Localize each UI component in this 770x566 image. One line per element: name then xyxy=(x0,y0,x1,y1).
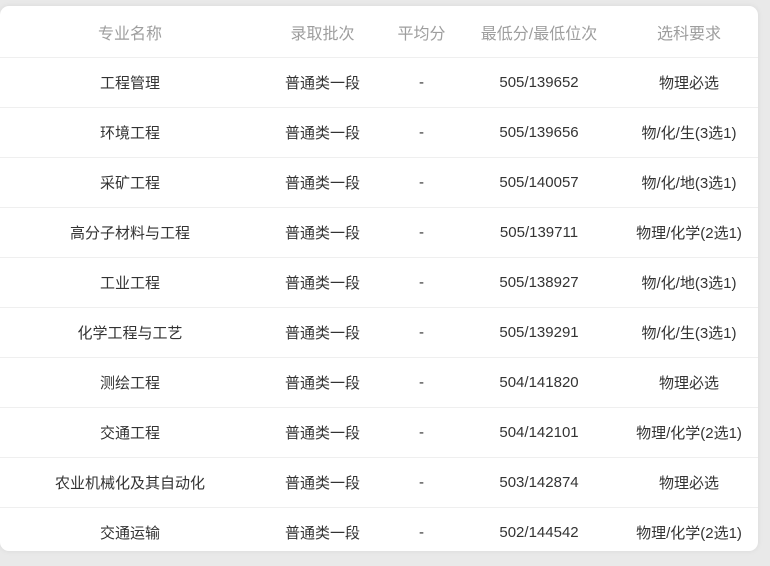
cell-min-score-rank: 505/140057 xyxy=(458,157,620,208)
table-row: 环境工程 普通类一段 - 505/139656 物/化/生(3选1) xyxy=(0,107,758,158)
cell-subject-requirement: 物/化/地(3选1) xyxy=(620,257,758,308)
table-row: 工业工程 普通类一段 - 505/138927 物/化/地(3选1) xyxy=(0,257,758,308)
cell-major: 工程管理 xyxy=(0,57,260,108)
cell-subject-requirement: 物/化/地(3选1) xyxy=(620,157,758,208)
cell-major: 交通运输 xyxy=(99,525,160,542)
cell-avg-score: - xyxy=(419,524,424,541)
cell-batch: 普通类一段 xyxy=(260,357,385,408)
cell-avg-score: - xyxy=(385,457,458,508)
cell-batch: 普通类一段 xyxy=(260,257,385,308)
cell-major: 高分子材料与工程 xyxy=(0,207,260,258)
cell-min-score-rank: 505/139652 xyxy=(458,57,620,108)
cell-batch: 普通类一段 xyxy=(284,525,360,542)
table-row: 测绘工程 普通类一段 - 504/141820 物理必选 xyxy=(0,357,758,408)
cell-major: 采矿工程 xyxy=(0,157,260,208)
admissions-table-card: 专业名称 录取批次 平均分 最低分/最低位次 选科要求 工程管理 普通类一段 -… xyxy=(0,6,758,551)
cell-major: 工业工程 xyxy=(0,257,260,308)
cell-subject-requirement: 物理必选 xyxy=(620,457,758,508)
admissions-table: 专业名称 录取批次 平均分 最低分/最低位次 选科要求 工程管理 普通类一段 -… xyxy=(0,6,758,551)
cell-batch: 普通类一段 xyxy=(260,457,385,508)
cell-avg-score: - xyxy=(385,257,458,308)
cell-batch: 普通类一段 xyxy=(260,307,385,358)
cell-avg-score: - xyxy=(385,207,458,258)
cell-batch: 普通类一段 xyxy=(260,407,385,458)
table-row: 化学工程与工艺 普通类一段 - 505/139291 物/化/生(3选1) xyxy=(0,307,758,358)
table-row: 工程管理 普通类一段 - 505/139652 物理必选 xyxy=(0,57,758,108)
cell-avg-score: - xyxy=(385,407,458,458)
cell-min-score-rank: 503/142874 xyxy=(458,457,620,508)
cell-subject-requirement: 物/化/生(3选1) xyxy=(620,307,758,358)
table-row: 农业机械化及其自动化 普通类一段 - 503/142874 物理必选 xyxy=(0,457,758,508)
header-row: 专业名称 录取批次 平均分 最低分/最低位次 选科要求 xyxy=(0,6,758,58)
cell-major: 交通工程 xyxy=(0,407,260,458)
cell-avg-score: - xyxy=(385,307,458,358)
cell-major: 环境工程 xyxy=(0,107,260,158)
table-row: 交通工程 普通类一段 - 504/142101 物理/化学(2选1) xyxy=(0,407,758,458)
table-row: 采矿工程 普通类一段 - 505/140057 物/化/地(3选1) xyxy=(0,157,758,208)
cell-avg-score: - xyxy=(385,157,458,208)
column-header-min-score-rank: 最低分/最低位次 xyxy=(458,6,620,58)
table-header: 专业名称 录取批次 平均分 最低分/最低位次 选科要求 xyxy=(0,6,758,58)
cell-subject-requirement: 物理/化学(2选1) xyxy=(620,407,758,458)
cell-subject-requirement: 物理必选 xyxy=(620,357,758,408)
cell-avg-score: - xyxy=(385,357,458,408)
cell-avg-score: - xyxy=(385,57,458,108)
cell-min-score-rank: 505/139711 xyxy=(458,207,620,258)
cell-subject-requirement: 物理/化学(2选1) xyxy=(620,207,758,258)
cell-min-score-rank: 504/141820 xyxy=(458,357,620,408)
cell-major: 测绘工程 xyxy=(0,357,260,408)
column-header-avg-score: 平均分 xyxy=(385,6,458,58)
table-row: 高分子材料与工程 普通类一段 - 505/139711 物理/化学(2选1) xyxy=(0,207,758,258)
cell-min-score-rank: 505/139656 xyxy=(458,107,620,158)
cell-subject-requirement: 物理/化学(2选1) xyxy=(636,525,742,542)
cell-major: 农业机械化及其自动化 xyxy=(0,457,260,508)
column-header-batch: 录取批次 xyxy=(260,6,385,58)
table-row: 交通运输 普通类一段 - 502/144542 物理/化学(2选1) xyxy=(0,508,758,552)
table-body: 工程管理 普通类一段 - 505/139652 物理必选 环境工程 普通类一段 … xyxy=(0,57,758,552)
cell-min-score-rank: 502/144542 xyxy=(499,524,579,541)
cell-subject-requirement: 物/化/生(3选1) xyxy=(620,107,758,158)
cell-avg-score: - xyxy=(385,107,458,158)
cell-batch: 普通类一段 xyxy=(260,57,385,108)
cell-batch: 普通类一段 xyxy=(260,107,385,158)
cell-subject-requirement: 物理必选 xyxy=(620,57,758,108)
cell-min-score-rank: 505/138927 xyxy=(458,257,620,308)
column-header-subject-requirement: 选科要求 xyxy=(620,6,758,58)
cell-batch: 普通类一段 xyxy=(260,207,385,258)
cell-major: 化学工程与工艺 xyxy=(0,307,260,358)
column-header-major: 专业名称 xyxy=(0,6,260,58)
cell-min-score-rank: 505/139291 xyxy=(458,307,620,358)
cell-batch: 普通类一段 xyxy=(260,157,385,208)
cell-min-score-rank: 504/142101 xyxy=(458,407,620,458)
